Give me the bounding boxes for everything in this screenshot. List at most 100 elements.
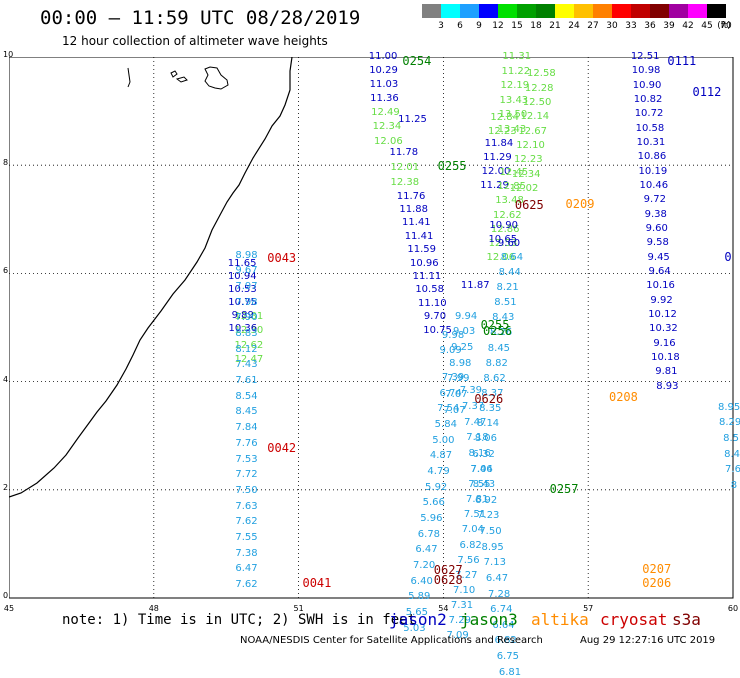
satellite-legend-s3a: s3a xyxy=(672,610,701,629)
pass-number-label: 0255 xyxy=(480,318,510,333)
colorbar-swatch xyxy=(441,4,460,18)
island-shape xyxy=(175,76,188,83)
colorbar-swatch xyxy=(517,4,536,18)
wave-height-value: 7.07 xyxy=(445,389,468,401)
wave-height-value: 7.84 xyxy=(235,422,258,434)
pass-number-label: 0256 xyxy=(483,324,512,339)
pass-number-label: 0112 xyxy=(692,84,722,99)
wave-height-value: 6.82 xyxy=(459,539,482,551)
colorbar-label: 42 xyxy=(682,21,694,31)
pass-number-label: 0111 xyxy=(667,54,697,69)
wave-height-value: 7.61 xyxy=(235,375,258,387)
wave-height-value: 11.36 xyxy=(370,93,399,105)
colorbar-swatch xyxy=(574,4,593,18)
x-tick-label: 60 xyxy=(727,604,739,613)
wave-height-value: 11.03 xyxy=(369,79,399,91)
wave-height-value: 12.28 xyxy=(524,82,554,94)
wave-height-value: 9.60 xyxy=(645,223,668,235)
wave-height-value: 12.62 xyxy=(493,209,522,221)
wave-height-value: 12.58 xyxy=(527,68,556,80)
wave-height-value: 9.81 xyxy=(655,366,678,378)
coastline xyxy=(9,57,293,498)
wave-height-value: 12.23 xyxy=(487,126,517,138)
wave-height-value: 7.46 xyxy=(470,463,493,475)
y-tick-label: 0 xyxy=(3,591,9,600)
wave-height-value: 6.64 xyxy=(492,619,515,631)
map-plot xyxy=(9,57,734,599)
wave-height-value: 7.29 xyxy=(448,615,471,627)
pass-number-label: 0209 xyxy=(565,197,595,212)
wave-height-value: 7.98 xyxy=(235,296,258,308)
wave-height-value: 10.18 xyxy=(651,352,680,364)
wave-height-value: 6.78 xyxy=(417,528,441,540)
wave-height-value: 9.16 xyxy=(653,337,676,349)
pass-number-label: 0625 xyxy=(514,198,544,213)
wave-height-value: 10.53 xyxy=(228,283,257,295)
wave-height-value: 7.76 xyxy=(235,437,258,449)
wave-height-value: 8 xyxy=(730,480,738,491)
wave-height-value: 7.47 xyxy=(464,416,487,428)
wave-height-value: 9.58 xyxy=(646,237,669,249)
colorbar-swatch xyxy=(631,4,650,18)
wave-height-value: 10.86 xyxy=(637,151,667,163)
footnote: note: 1) Time is in UTC; 2) SWH is in fe… xyxy=(62,612,417,628)
colorbar-swatch xyxy=(422,4,441,18)
wave-height-value: 8.29 xyxy=(718,417,740,429)
wave-height-value: 7.28 xyxy=(488,588,511,600)
wave-height-value: 8.06 xyxy=(474,433,497,445)
wave-height-value: 7.20 xyxy=(412,560,436,572)
colorbar-label: 15 xyxy=(511,21,523,31)
wave-height-value: 10.31 xyxy=(636,137,666,149)
wave-height-value: 7.6 xyxy=(725,464,740,476)
wave-height-value: 10.12 xyxy=(648,309,677,321)
y-tick-label: 6 xyxy=(3,266,9,276)
pass-number-label: 0255 xyxy=(437,159,467,174)
wave-height-value: 9.89 xyxy=(231,309,254,321)
satellite-legend-altika: altika xyxy=(531,610,589,629)
wave-height-value: 8.98 xyxy=(449,357,472,369)
island-shape xyxy=(127,67,131,88)
wave-height-value: 12.14 xyxy=(520,111,550,123)
wave-height-value: 8.54 xyxy=(235,390,258,402)
wave-height-value: 7.90 xyxy=(235,312,258,324)
pass-number-label: 0257 xyxy=(549,481,579,496)
colorbar-label: 18 xyxy=(530,21,542,31)
wave-height-value: 10.98 xyxy=(631,65,661,77)
wave-height-value: 5.00 xyxy=(432,434,455,446)
wave-height-value: 7.43 xyxy=(235,359,258,371)
wave-height-value: 12.06 xyxy=(486,251,516,263)
wave-height-value: 7.04 xyxy=(470,463,493,475)
wave-height-value: 7.39 xyxy=(459,385,483,397)
wave-height-value: 8.62 xyxy=(483,372,506,384)
island-shape xyxy=(204,66,229,90)
lat-lon-grid xyxy=(9,57,734,599)
colorbar-swatch xyxy=(460,4,479,18)
wave-height-value: 11.10 xyxy=(417,297,447,309)
wave-height-value: 5.65 xyxy=(405,607,428,619)
colorbar-label: 27 xyxy=(587,21,599,31)
satellite-legend-jason2: jason2 xyxy=(389,610,447,629)
wave-height-value: 10.58 xyxy=(635,122,665,134)
wave-height-value: 11.29 xyxy=(483,151,512,163)
wave-height-value: 11.84 xyxy=(484,137,514,149)
colorbar-label: 33 xyxy=(625,21,637,31)
wave-height-value: 7.97 xyxy=(235,280,258,292)
y-tick-label: 2 xyxy=(3,482,9,492)
wave-height-value: 10.94 xyxy=(227,270,257,282)
wave-height-value: 8.43 xyxy=(472,479,496,491)
wave-height-value: 9.94 xyxy=(454,310,478,322)
wave-height-value: 6.47 xyxy=(235,563,258,575)
wave-height-value: 11.65 xyxy=(227,257,257,269)
wave-height-value: 9.09 xyxy=(439,345,462,357)
y-tick-label: 10 xyxy=(3,50,14,59)
wave-height-value: 10.65 xyxy=(488,233,518,245)
wave-height-value: 6.75 xyxy=(496,651,519,663)
wave-height-value: 10.36 xyxy=(228,322,258,334)
wave-height-value: 9.03 xyxy=(453,326,476,338)
wave-height-value: 11.25 xyxy=(398,113,427,125)
wave-height-value: 10.90 xyxy=(489,219,519,231)
wave-height-value: 8.21 xyxy=(496,282,519,293)
satellite-legend-jason3: jason3 xyxy=(460,610,518,629)
wave-height-value: 7.38 xyxy=(235,547,258,559)
wave-height-value: 9.72 xyxy=(643,194,666,206)
